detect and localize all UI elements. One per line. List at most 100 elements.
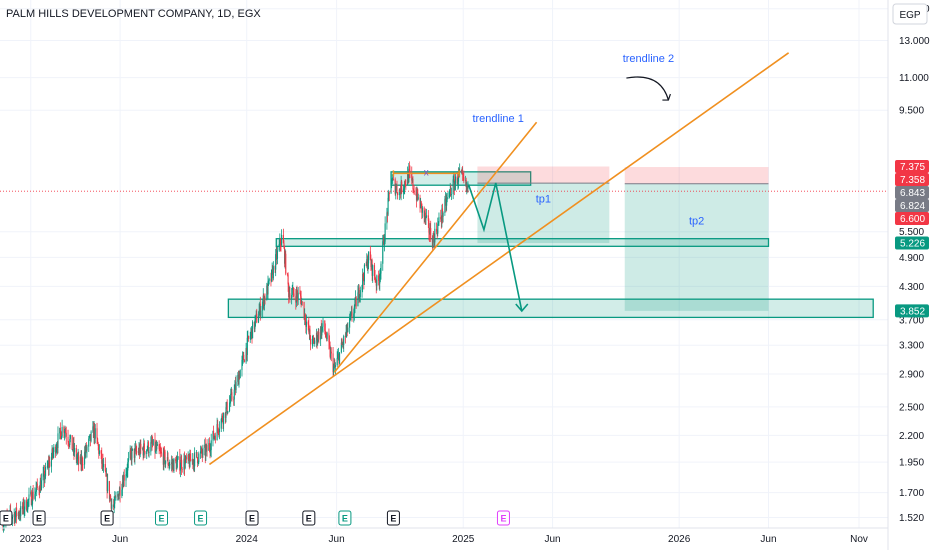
event-marker[interactable]: E bbox=[245, 510, 259, 526]
event-marker[interactable]: E bbox=[386, 510, 400, 526]
candle-body bbox=[20, 506, 22, 517]
event-marker[interactable]: E bbox=[32, 510, 46, 526]
candle-body bbox=[69, 435, 71, 439]
candle-body bbox=[72, 443, 74, 450]
event-marker[interactable]: E bbox=[302, 510, 316, 526]
candle-body bbox=[92, 426, 94, 432]
candle-body bbox=[461, 172, 463, 174]
candle-body bbox=[405, 184, 407, 185]
candle-body bbox=[16, 507, 18, 517]
price-tag: 7.375 bbox=[895, 160, 929, 174]
candle-body bbox=[59, 427, 61, 432]
position-target-area[interactable] bbox=[477, 183, 610, 244]
candle-body bbox=[436, 231, 438, 234]
x-tick-label: Jun bbox=[112, 534, 128, 545]
candle-body bbox=[437, 223, 439, 234]
candle-body bbox=[456, 176, 458, 184]
candle-body bbox=[130, 452, 132, 460]
candle-body bbox=[453, 179, 455, 190]
candle-body bbox=[27, 499, 29, 510]
candle-body bbox=[137, 451, 139, 454]
candle-body bbox=[457, 181, 459, 184]
candle-body bbox=[81, 457, 83, 465]
candle-body bbox=[194, 452, 196, 467]
candle-body bbox=[24, 500, 26, 510]
candle-body bbox=[366, 259, 368, 270]
candle-body bbox=[268, 278, 270, 281]
candle-body bbox=[65, 432, 67, 437]
candle-body bbox=[39, 481, 41, 493]
position-stop-area[interactable] bbox=[624, 167, 769, 184]
candle-body bbox=[175, 458, 177, 462]
candle-body bbox=[31, 504, 33, 505]
price-tag: 3.852 bbox=[895, 304, 929, 318]
candle-body bbox=[372, 265, 374, 276]
candle-body bbox=[430, 227, 432, 240]
y-tick-label: 2.200 bbox=[899, 431, 924, 442]
candle-body bbox=[433, 234, 435, 237]
event-marker[interactable]: E bbox=[155, 510, 169, 526]
event-marker[interactable]: E bbox=[194, 510, 208, 526]
position-stop-area[interactable] bbox=[477, 166, 610, 184]
candle-body bbox=[49, 461, 51, 467]
candle-body bbox=[179, 456, 181, 471]
candle-body bbox=[148, 451, 150, 454]
candle-body bbox=[88, 436, 90, 439]
candle-body bbox=[126, 470, 128, 472]
candle-body bbox=[53, 446, 55, 453]
candle-body bbox=[90, 431, 92, 441]
candle-body bbox=[452, 179, 454, 195]
candle-body bbox=[453, 179, 455, 181]
candle-body bbox=[131, 449, 133, 460]
candle-body bbox=[341, 343, 344, 345]
projection-path[interactable] bbox=[467, 182, 523, 312]
currency-button-label[interactable]: EGP bbox=[899, 10, 920, 21]
candle-body bbox=[434, 228, 436, 243]
candle-body bbox=[214, 435, 216, 437]
candle-body bbox=[334, 365, 336, 367]
candle-body bbox=[408, 168, 410, 183]
trendline[interactable] bbox=[208, 52, 790, 466]
event-marker[interactable]: E bbox=[496, 510, 510, 526]
candle-body bbox=[50, 457, 53, 467]
candle-body bbox=[449, 188, 451, 191]
price-tag: 7.358 bbox=[895, 173, 929, 187]
candle-body bbox=[102, 464, 105, 468]
candle-body bbox=[324, 330, 326, 335]
candle-body bbox=[47, 463, 49, 467]
lower-support-zone[interactable] bbox=[227, 298, 874, 319]
position-target-area[interactable] bbox=[624, 183, 769, 311]
candle-body bbox=[139, 443, 141, 455]
candle-body bbox=[276, 252, 278, 259]
candle-body bbox=[440, 217, 442, 220]
candle-body bbox=[61, 427, 63, 437]
candle-body bbox=[250, 332, 252, 336]
candle-body bbox=[52, 448, 54, 455]
event-marker[interactable]: E bbox=[338, 510, 352, 526]
event-marker[interactable]: E bbox=[0, 510, 13, 526]
candle-body bbox=[375, 280, 377, 282]
candle-body bbox=[424, 212, 426, 220]
trendline[interactable] bbox=[333, 121, 538, 373]
candle-body bbox=[164, 451, 166, 464]
candle-body bbox=[42, 473, 44, 481]
candle-body bbox=[383, 241, 386, 245]
candle-body bbox=[197, 462, 199, 464]
candles-layer bbox=[2, 161, 469, 533]
candle-body bbox=[404, 181, 406, 185]
resistance-zone[interactable] bbox=[390, 171, 532, 186]
candle-body bbox=[359, 290, 361, 297]
candle-body bbox=[110, 495, 112, 500]
event-marker[interactable]: E bbox=[100, 510, 114, 526]
candle-body bbox=[391, 179, 393, 184]
candle-body bbox=[234, 384, 236, 390]
candle-body bbox=[237, 374, 239, 382]
candle-body bbox=[169, 463, 171, 466]
candle-body bbox=[225, 407, 227, 418]
candle-body bbox=[251, 328, 253, 339]
candle-body bbox=[413, 190, 415, 194]
candle-body bbox=[407, 172, 409, 185]
candle-body bbox=[445, 197, 447, 206]
currency-button[interactable]: EGP bbox=[892, 3, 928, 25]
